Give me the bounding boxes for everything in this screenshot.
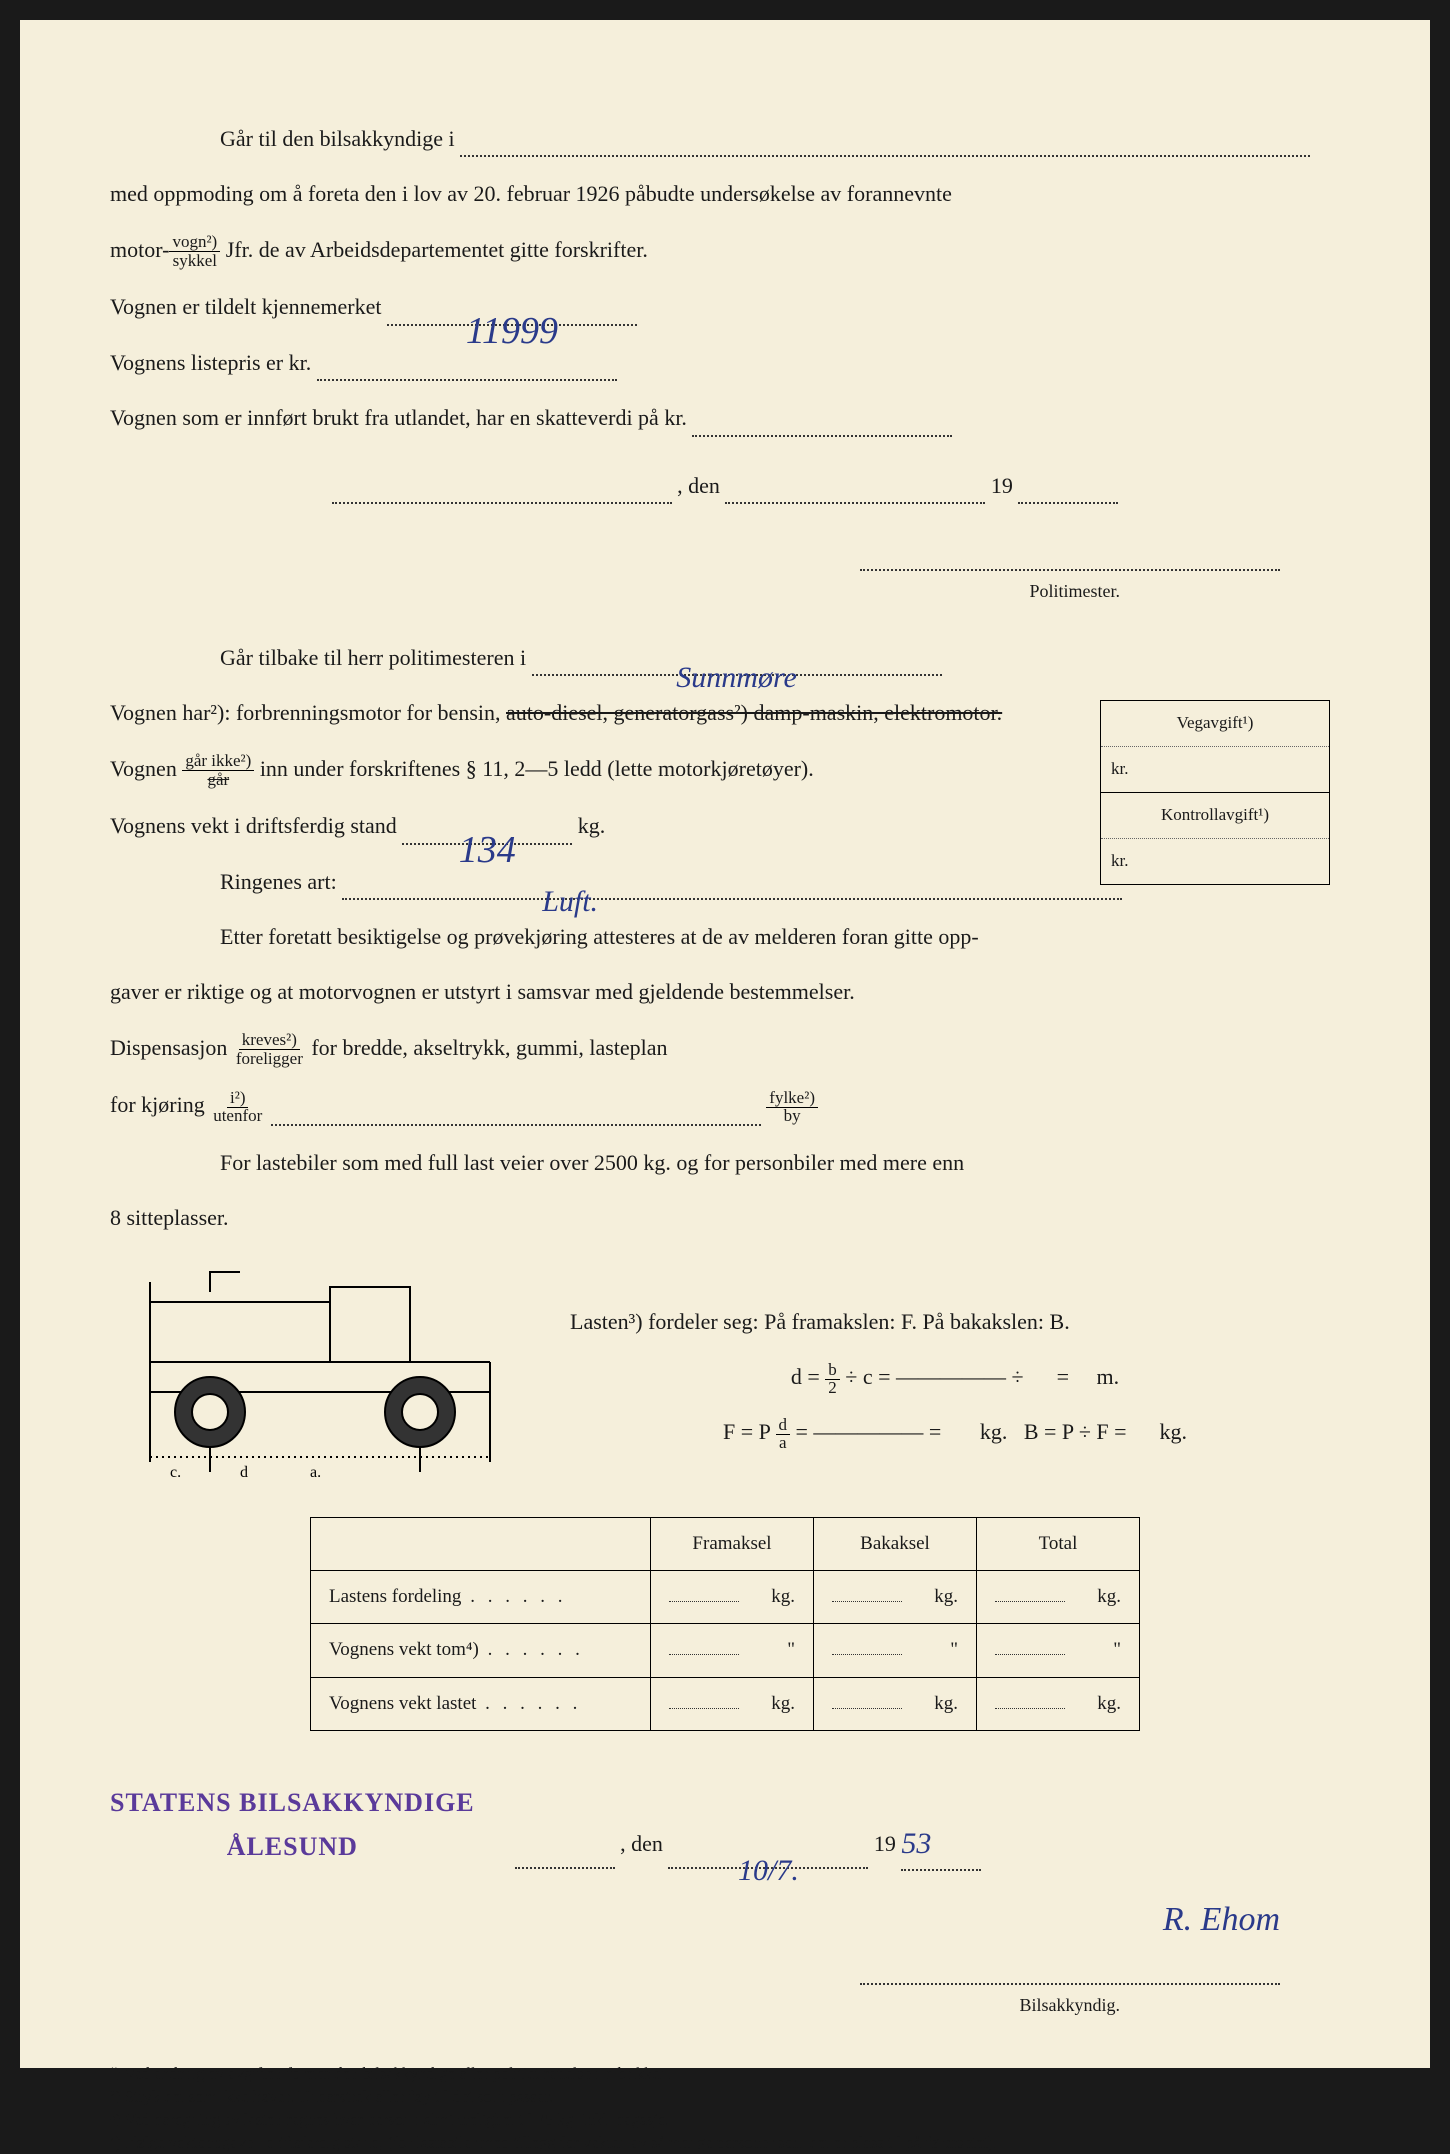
footnote-3: ³) Ved beregning av lasten regnes hver p…	[110, 2108, 1340, 2131]
table-row: Vognens vekt tom⁴) " " "	[311, 1624, 1140, 1677]
blank-field	[460, 131, 1310, 157]
label: Dispensasjon	[110, 1035, 227, 1060]
line-listepris: Vognens listepris er kr.	[110, 344, 1340, 381]
line-bilsakkyndige: Går til den bilsakkyndige i	[110, 120, 1340, 157]
trucks-intro1: For lastebiler som med full last veier o…	[110, 1144, 1340, 1181]
stamp-line2: ÅLESUND	[110, 1825, 475, 1869]
footnotes: ¹) Ved endring av avgiften foretar den b…	[110, 2062, 1340, 2154]
stamp-date-row: STATENS BILSAKKYNDIGE ÅLESUND , den 10/7…	[110, 1751, 1340, 1869]
label: Går tilbake til herr politimesteren i	[220, 645, 526, 670]
line-kjennemerke: Vognen er tildelt kjennemerket 11999	[110, 288, 1340, 325]
date-field: 10/7.	[668, 1843, 868, 1869]
handwritten-value: Sunnmøre	[676, 661, 797, 694]
fraction: i²)utenfor	[210, 1089, 265, 1126]
bilsakkyndig-signature: R. Ehom Bilsakkyndig.	[110, 1889, 1280, 2022]
politimester-signature: Politimester.	[110, 534, 1280, 609]
blank-field	[860, 1958, 1280, 1984]
signature-name: R. Ehom	[1163, 1901, 1280, 1938]
blank-field	[725, 478, 985, 504]
text: motor-	[110, 237, 169, 262]
blank-field	[271, 1100, 761, 1126]
truck-section: c. d a. Lasten³) fordeler seg: På framak…	[110, 1262, 1340, 1492]
document-page: Går til den bilsakkyndige i med oppmodin…	[20, 20, 1430, 2068]
attest-line2: gaver er riktige og at motorvognen er ut…	[110, 973, 1340, 1010]
label: Vognens vekt i driftsferdig stand	[110, 813, 397, 838]
footnote-2: ²) Stryk det som ikke høver. Understrek …	[110, 2085, 1340, 2108]
weight-table: Framaksel Bakaksel Total Lastens fordeli…	[310, 1517, 1140, 1731]
stamp: STATENS BILSAKKYNDIGE ÅLESUND	[110, 1781, 475, 1869]
attest-line1: Etter foretatt besiktigelse og prøvekjør…	[110, 918, 1340, 955]
text: Vognen	[110, 756, 177, 781]
label: Bilsakkyndig.	[1019, 1995, 1280, 2015]
fraction-vogn-sykkel: vogn²)sykkel	[169, 233, 220, 270]
label: Vognen som er innført brukt fra utlandet…	[110, 405, 687, 430]
label: Ringenes art:	[220, 869, 337, 894]
fraction: går ikke²)går	[182, 752, 254, 789]
line-oppmoding: med oppmoding om å foreta den i lov av 2…	[110, 175, 1340, 212]
text: , den	[620, 1831, 663, 1856]
text: 19	[874, 1831, 896, 1856]
text: Går til den bilsakkyndige i	[220, 126, 455, 151]
label: Vognens listepris er kr.	[110, 350, 311, 375]
col-total: Total	[977, 1517, 1140, 1570]
blank-field	[332, 478, 672, 504]
svg-text:d: d	[240, 1464, 248, 1481]
tilbake-field: Sunnmøre	[532, 650, 942, 676]
unit: kg.	[578, 813, 606, 838]
struck-text: auto-diesel, generatorgass²) damp-maskin…	[506, 700, 1002, 725]
handwritten-value: 134	[459, 829, 516, 871]
truck-diagram-icon: c. d a.	[110, 1262, 540, 1492]
text: Jfr. de av Arbeidsdepartementet gitte fo…	[226, 237, 648, 262]
svg-text:c.: c.	[170, 1464, 181, 1481]
text: inn under forskriftenes § 11, 2—5 ledd (…	[260, 756, 814, 781]
fee-box: Vegavgift¹) kr. Kontrollavgift¹) kr.	[1100, 700, 1330, 885]
line-skatteverdi: Vognen som er innført brukt fra utlandet…	[110, 399, 1340, 436]
line-motor-type: Vognen har²): forbrenningsmotor for bens…	[110, 694, 1040, 731]
line-tilbake: Går tilbake til herr politimesteren i Su…	[110, 639, 1340, 676]
col-bakaksel: Bakaksel	[814, 1517, 977, 1570]
line-kjoring: for kjøring i²)utenfor fylke²)by	[110, 1086, 1340, 1126]
blank-field	[317, 355, 617, 381]
label: Politimester.	[1029, 581, 1280, 601]
blank-field	[860, 545, 1280, 571]
text: , den	[677, 473, 720, 498]
label: Vognen er tildelt kjennemerket	[110, 294, 381, 319]
handwritten-value: Luft.	[542, 885, 598, 918]
col-framaksel: Framaksel	[651, 1517, 814, 1570]
handwritten-value: 11999	[466, 310, 558, 352]
blank-field	[515, 1843, 615, 1869]
blank-field	[692, 410, 952, 436]
table-row: Vognens vekt lastet kg. kg. kg.	[311, 1677, 1140, 1730]
fee-kontrollavgift: Kontrollavgift¹)	[1101, 792, 1329, 838]
stamp-line1: STATENS BILSAKKYNDIGE	[110, 1781, 475, 1825]
footnote-4: ⁴) Ifølge vektoppgave i driftsferdig sta…	[110, 2131, 1340, 2154]
blank-field	[1018, 478, 1118, 504]
svg-text:a.: a.	[310, 1464, 321, 1481]
label: for kjøring	[110, 1092, 205, 1117]
handwritten-value: 10/7.	[738, 1854, 799, 1887]
footnote-1: ¹) Ved endring av avgiften foretar den b…	[110, 2062, 1340, 2085]
fee-vegavgift: Vegavgift¹)	[1101, 701, 1329, 746]
text: for bredde, akseltrykk, gummi, lasteplan	[311, 1035, 667, 1060]
kjennemerke-field: 11999	[387, 299, 637, 325]
formulas: Lasten³) fordeler seg: På framakslen: F.…	[570, 1294, 1340, 1459]
text: 19	[991, 473, 1013, 498]
text: Vognen har²): forbrenningsmotor for bens…	[110, 700, 501, 725]
line-forskrift: Vognen går ikke²)går inn under forskrift…	[110, 750, 1040, 790]
fraction: fylke²)by	[766, 1089, 818, 1126]
trucks-intro2: 8 sitteplasser.	[110, 1199, 1340, 1236]
vekt-field: 134	[402, 818, 572, 844]
date-line-2: , den 10/7. 19 53	[515, 1816, 982, 1869]
lasten-label: Lasten³) fordeler seg: På framakslen: F.…	[570, 1294, 1340, 1349]
fee-kr: kr.	[1101, 746, 1329, 792]
handwritten-year: 53	[901, 1818, 981, 1871]
line-dispensasjon: Dispensasjon kreves²)foreligger for bred…	[110, 1029, 1340, 1069]
date-line-1: , den 19	[110, 467, 1340, 504]
ringenes-field: Luft.	[342, 874, 1122, 900]
table-header-row: Framaksel Bakaksel Total	[311, 1517, 1140, 1570]
table-row: Lastens fordeling kg. kg. kg.	[311, 1571, 1140, 1624]
line-motor: motor-vogn²)sykkel Jfr. de av Arbeidsdep…	[110, 231, 1340, 271]
fraction: kreves²)foreligger	[233, 1031, 306, 1068]
fee-kr: kr.	[1101, 838, 1329, 884]
